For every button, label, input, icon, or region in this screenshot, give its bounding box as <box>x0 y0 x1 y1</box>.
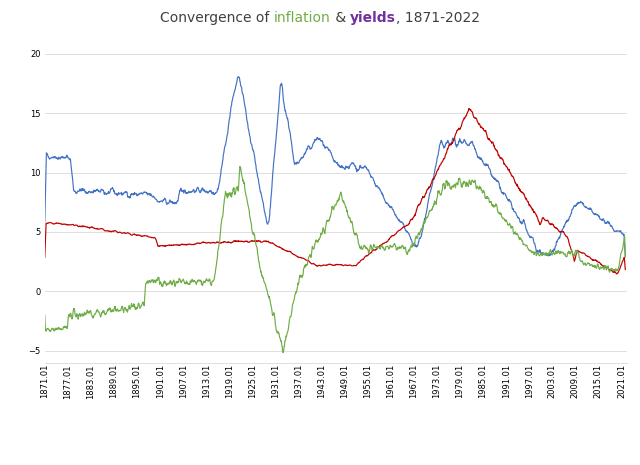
Text: , 1871-2022: , 1871-2022 <box>396 11 480 25</box>
Text: Convergence of: Convergence of <box>160 11 274 25</box>
Text: yields: yields <box>350 11 396 25</box>
Text: inflation: inflation <box>274 11 331 25</box>
Text: &: & <box>331 11 350 25</box>
